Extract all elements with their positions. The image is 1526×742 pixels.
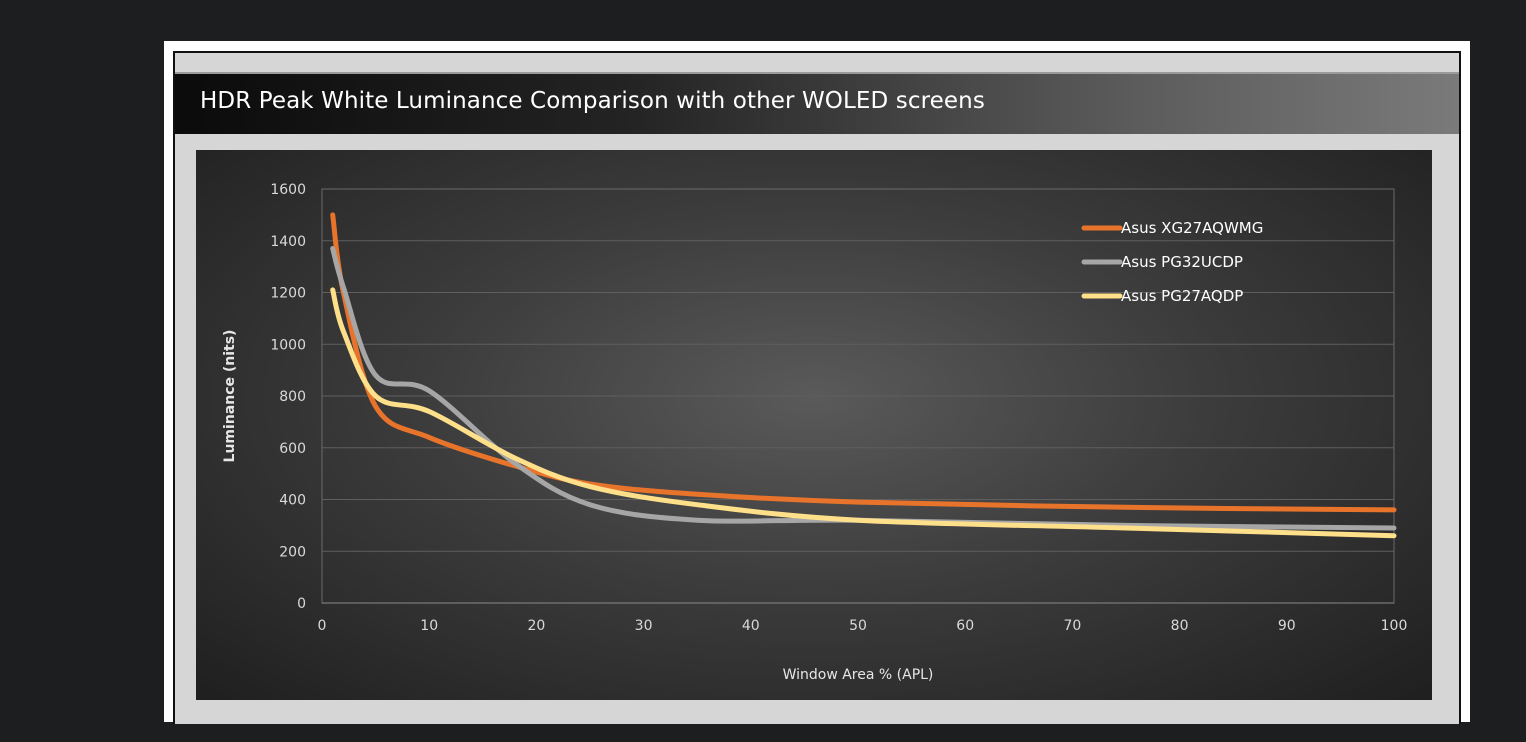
x-tick-label: 30 xyxy=(635,618,653,634)
x-tick-label: 80 xyxy=(1171,618,1189,634)
legend-label-1: Asus XG27AQWMG xyxy=(1121,219,1263,237)
y-tick-label: 1400 xyxy=(270,234,306,250)
y-tick-label: 1200 xyxy=(270,286,306,302)
x-tick-label: 60 xyxy=(956,618,974,634)
y-tick-label: 200 xyxy=(279,544,306,560)
chart-frame: HDR Peak White Luminance Comparison with… xyxy=(164,41,1470,724)
x-tick-label: 0 xyxy=(318,618,327,634)
y-tick-label: 400 xyxy=(279,493,306,509)
line-chart: 0 200 400 600 800 1000 1200 1400 1600 0 10 20 30 40 50… xyxy=(222,182,1408,683)
x-tick-label: 10 xyxy=(420,618,438,634)
chart-title: HDR Peak White Luminance Comparison with… xyxy=(200,88,985,114)
x-tick-label: 100 xyxy=(1381,618,1408,634)
y-tick-label: 1000 xyxy=(270,337,306,353)
y-tick-label: 0 xyxy=(297,596,306,612)
x-tick-label: 50 xyxy=(849,618,867,634)
legend-label-2: Asus PG32UCDP xyxy=(1121,253,1243,271)
x-tick-label: 40 xyxy=(742,618,760,634)
legend-label-3: Asus PG27AQDP xyxy=(1121,287,1243,305)
y-tick-label: 1600 xyxy=(270,182,306,198)
y-tick-label: 800 xyxy=(279,389,306,405)
y-axis-title: Luminance (nits) xyxy=(222,330,238,463)
plot-panel: 0 200 400 600 800 1000 1200 1400 1600 0 10 20 30 40 50… xyxy=(196,150,1432,700)
chart-title-bar: HDR Peak White Luminance Comparison with… xyxy=(175,72,1459,134)
x-tick-label: 90 xyxy=(1278,618,1296,634)
series-line-3 xyxy=(330,287,1397,539)
x-tick-label: 70 xyxy=(1063,618,1081,634)
chart-card: HDR Peak White Luminance Comparison with… xyxy=(173,51,1461,724)
x-tick-label: 20 xyxy=(527,618,545,634)
y-tick-label: 600 xyxy=(279,441,306,457)
x-axis-title: Window Area % (APL) xyxy=(783,667,934,683)
